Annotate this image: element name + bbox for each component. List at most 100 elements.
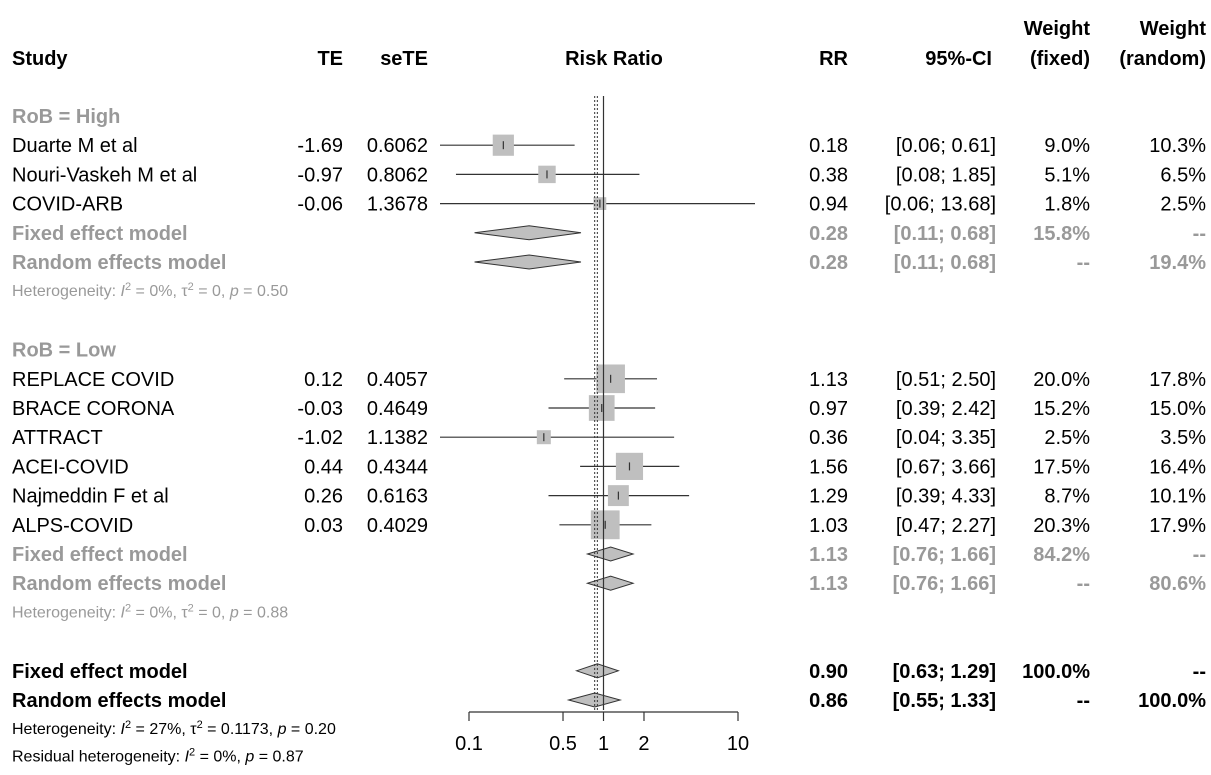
rr-value: 0.36 (809, 427, 848, 449)
study-name: BRACE CORONA (12, 398, 175, 420)
ci-value: [0.76; 1.66] (893, 544, 996, 566)
ci-value: [0.55; 1.33] (893, 690, 996, 712)
header-study: Study (12, 48, 68, 70)
column-header: Study TE seTE Risk Ratio RR 95%-CI Weigh… (12, 18, 1206, 70)
weight-fixed-value: -- (1077, 690, 1090, 712)
rr-value: 1.13 (809, 573, 848, 595)
ci-value: [0.67; 3.66] (896, 456, 996, 478)
te-value: -0.03 (297, 398, 343, 420)
te-value: -0.06 (297, 194, 343, 216)
weight-fixed-value: -- (1077, 252, 1090, 274)
rr-value: 0.28 (809, 252, 848, 274)
sete-value: 0.4344 (367, 456, 428, 478)
weight-fixed-value: 5.1% (1044, 164, 1090, 186)
sete-value: 1.3678 (367, 194, 428, 216)
residual-heterogeneity-text: Residual heterogeneity: I2 = 0%, p = 0.8… (12, 746, 304, 765)
ci-value: [0.06; 0.61] (896, 135, 996, 157)
plot-marks: 0.1 0.5 1 2 10 (440, 96, 755, 755)
rr-value: 0.86 (809, 690, 848, 712)
x-axis-tick-label: 10 (727, 733, 749, 755)
sete-value: 0.4029 (367, 515, 428, 537)
weight-random-value: 100.0% (1138, 690, 1206, 712)
subgroup-heterogeneity-text: Heterogeneity: I2 = 0%, τ2 = 0, p = 0.50 (12, 281, 288, 300)
weight-random-value: 80.6% (1149, 573, 1206, 595)
subgroup-heterogeneity-text: Heterogeneity: I2 = 0%, τ2 = 0, p = 0.88 (12, 602, 288, 621)
x-axis-tick-label: 1 (598, 733, 609, 755)
ci-value: [0.08; 1.85] (896, 164, 996, 186)
subgroup-label: RoB = Low (12, 340, 116, 362)
ci-value: [0.63; 1.29] (893, 661, 996, 683)
rr-value: 0.90 (809, 661, 848, 683)
study-name: ALPS-COVID (12, 515, 133, 537)
te-value: 0.26 (304, 486, 343, 508)
te-value: 0.44 (304, 456, 343, 478)
subgroup-label: RoB = High (12, 106, 120, 128)
sete-value: 1.1382 (367, 427, 428, 449)
sete-value: 0.4649 (367, 398, 428, 420)
rr-value: 0.18 (809, 135, 848, 157)
subgroup-fixed-diamond (474, 225, 582, 241)
header-rr: RR (819, 48, 848, 70)
study-name: REPLACE COVID (12, 369, 174, 391)
ci-value: [0.11; 0.68] (894, 252, 996, 274)
weight-random-value: -- (1193, 544, 1206, 566)
header-te: TE (317, 48, 343, 70)
weight-fixed-value: 15.8% (1033, 223, 1090, 245)
rr-value: 0.28 (809, 223, 848, 245)
study-name: ACEI-COVID (12, 456, 129, 478)
weight-fixed-value: 20.0% (1033, 369, 1090, 391)
subgroup-random-label: Random effects model (12, 252, 226, 274)
ci-value: [0.76; 1.66] (893, 573, 996, 595)
ci-value: [0.39; 4.33] (896, 486, 996, 508)
te-value: -1.02 (297, 427, 343, 449)
weight-fixed-value: 8.7% (1044, 486, 1090, 508)
weight-random-value: -- (1193, 661, 1206, 683)
ci-value: [0.51; 2.50] (896, 369, 996, 391)
weight-fixed-value: -- (1077, 573, 1090, 595)
ci-value: [0.11; 0.68] (894, 223, 996, 245)
header-weight-random-1: Weight (1140, 18, 1207, 40)
ci-value: [0.47; 2.27] (896, 515, 996, 537)
weight-fixed-value: 1.8% (1044, 194, 1090, 216)
sete-value: 0.4057 (367, 369, 428, 391)
overall-fixed-diamond (574, 663, 620, 679)
subgroup-random-diamond (474, 254, 582, 270)
te-value: -1.69 (297, 135, 343, 157)
x-axis-tick-label: 2 (638, 733, 649, 755)
header-sete: seTE (380, 48, 428, 70)
rr-value: 0.94 (809, 194, 848, 216)
weight-random-value: 17.8% (1149, 369, 1206, 391)
subgroup-random-label: Random effects model (12, 573, 226, 595)
header-plot-title: Risk Ratio (565, 48, 663, 70)
table-rows: RoB = High Duarte M et al -1.69 0.6062 0.18 [… (12, 106, 1206, 765)
weight-fixed-value: 9.0% (1044, 135, 1090, 157)
weight-random-value: 16.4% (1149, 456, 1206, 478)
header-weight-random-2: (random) (1119, 48, 1206, 70)
weight-random-value: 15.0% (1149, 398, 1206, 420)
header-ci: 95%-CI (925, 48, 992, 70)
subgroup-fixed-label: Fixed effect model (12, 223, 188, 245)
overall-heterogeneity-text: Heterogeneity: I2 = 27%, τ2 = 0.1173, p … (12, 719, 336, 738)
study-name: Najmeddin F et al (12, 486, 169, 508)
overall-fixed-label: Fixed effect model (12, 661, 188, 683)
rr-value: 0.38 (809, 164, 848, 186)
rr-value: 1.03 (809, 515, 848, 537)
rr-value: 0.97 (809, 398, 848, 420)
ci-value: [0.06; 13.68] (885, 194, 996, 216)
study-name: Nouri-Vaskeh M et al (12, 164, 197, 186)
weight-fixed-value: 20.3% (1033, 515, 1090, 537)
weight-random-value: 3.5% (1160, 427, 1206, 449)
weight-fixed-value: 84.2% (1033, 544, 1090, 566)
ci-value: [0.04; 3.35] (896, 427, 996, 449)
sete-value: 0.6163 (367, 486, 428, 508)
rr-value: 1.13 (809, 544, 848, 566)
weight-random-value: 10.3% (1149, 135, 1206, 157)
sete-value: 0.6062 (367, 135, 428, 157)
weight-random-value: 6.5% (1160, 164, 1206, 186)
rr-value: 1.56 (809, 456, 848, 478)
x-axis-tick-label: 0.1 (455, 733, 483, 755)
te-value: 0.12 (304, 369, 343, 391)
weight-random-value: 19.4% (1149, 252, 1206, 274)
overall-random-label: Random effects model (12, 690, 226, 712)
